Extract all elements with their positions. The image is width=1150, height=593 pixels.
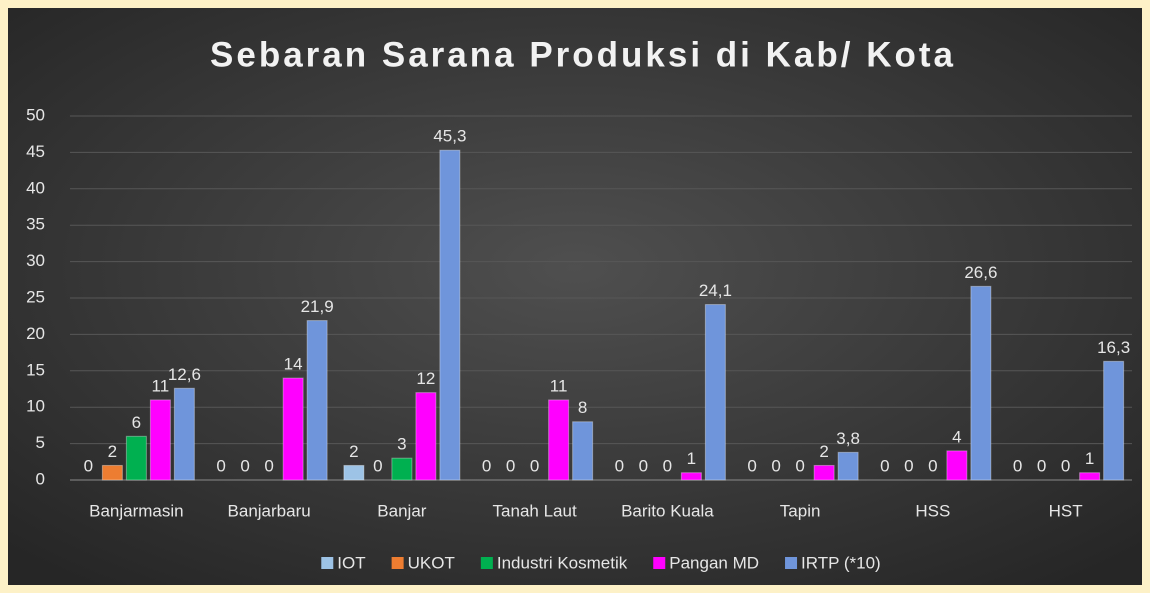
bar xyxy=(173,387,195,481)
bar xyxy=(282,377,304,481)
bar xyxy=(306,320,328,481)
y-tick-label: 0 xyxy=(36,469,45,488)
data-label: 0 xyxy=(506,456,515,475)
legend-label: UKOT xyxy=(408,553,455,572)
bar xyxy=(125,435,147,481)
bar xyxy=(415,392,437,481)
data-label: 11 xyxy=(550,376,568,395)
data-label: 0 xyxy=(530,456,539,475)
bar xyxy=(391,457,413,481)
data-label: 3 xyxy=(397,435,406,454)
bar xyxy=(680,472,702,481)
x-tick-label: Tanah Laut xyxy=(493,501,577,520)
data-label: 0 xyxy=(747,456,756,475)
bar xyxy=(439,149,461,481)
bar xyxy=(1079,472,1101,481)
data-label: 0 xyxy=(373,456,382,475)
data-label: 0 xyxy=(264,456,273,475)
x-tick-label: Banjarmasin xyxy=(89,501,184,520)
bar xyxy=(548,399,570,481)
y-tick-label: 10 xyxy=(26,397,45,416)
data-label: 0 xyxy=(84,456,93,475)
x-tick-label: Banjarbaru xyxy=(228,501,311,520)
data-label: 12,6 xyxy=(168,365,201,384)
chart-title: Sebaran Sarana Produksi di Kab/ Kota xyxy=(210,35,956,74)
chart-panel xyxy=(8,8,1142,585)
data-label: 11 xyxy=(152,376,170,395)
y-tick-label: 45 xyxy=(26,142,45,161)
bar xyxy=(704,304,726,481)
bar xyxy=(946,450,968,481)
y-tick-label: 40 xyxy=(26,178,45,197)
data-label: 26,6 xyxy=(964,263,997,282)
data-label: 0 xyxy=(1061,456,1070,475)
bar xyxy=(837,451,859,481)
x-tick-label: Banjar xyxy=(377,501,426,520)
data-label: 24,1 xyxy=(699,281,732,300)
legend-swatch xyxy=(321,557,334,569)
data-label: 0 xyxy=(880,456,889,475)
data-label: 4 xyxy=(952,427,961,446)
data-label: 0 xyxy=(1037,456,1046,475)
data-label: 8 xyxy=(578,398,587,417)
y-tick-label: 20 xyxy=(26,324,45,343)
data-label: 16,3 xyxy=(1097,338,1130,357)
data-label: 2 xyxy=(819,442,828,461)
data-label: 0 xyxy=(482,456,491,475)
data-label: 2 xyxy=(108,442,117,461)
data-label: 0 xyxy=(663,456,672,475)
data-label: 12 xyxy=(416,369,435,388)
legend-swatch xyxy=(480,557,493,569)
bar xyxy=(101,464,123,481)
y-tick-label: 50 xyxy=(26,105,45,124)
data-label: 1 xyxy=(1085,449,1094,468)
bar xyxy=(970,285,992,481)
data-label: 6 xyxy=(132,413,141,432)
data-label: 0 xyxy=(639,456,648,475)
bar xyxy=(813,464,835,481)
x-tick-label: Barito Kuala xyxy=(621,501,714,520)
y-tick-label: 25 xyxy=(26,287,45,306)
data-label: 0 xyxy=(904,456,913,475)
data-label: 3,8 xyxy=(836,429,860,448)
legend-swatch xyxy=(653,557,666,569)
data-label: 0 xyxy=(615,456,624,475)
data-label: 1 xyxy=(687,449,696,468)
data-label: 0 xyxy=(795,456,804,475)
data-label: 45,3 xyxy=(433,127,466,146)
y-tick-label: 5 xyxy=(36,433,45,452)
y-tick-label: 30 xyxy=(26,251,45,270)
x-tick-label: Tapin xyxy=(780,501,821,520)
legend-label: IRTP (*10) xyxy=(801,553,881,572)
data-label: 21,9 xyxy=(301,297,334,316)
data-label: 0 xyxy=(771,456,780,475)
data-label: 0 xyxy=(240,456,249,475)
data-label: 0 xyxy=(928,456,937,475)
data-label: 14 xyxy=(284,355,303,374)
bar xyxy=(572,421,594,481)
y-tick-label: 15 xyxy=(26,360,45,379)
y-tick-label: 35 xyxy=(26,215,45,234)
legend-label: Pangan MD xyxy=(669,553,759,572)
data-label: 0 xyxy=(216,456,225,475)
bar xyxy=(149,399,171,481)
x-tick-label: HSS xyxy=(915,501,950,520)
legend-swatch xyxy=(391,557,404,569)
data-label: 2 xyxy=(349,442,358,461)
legend-label: IOT xyxy=(337,553,365,572)
data-label: 0 xyxy=(1013,456,1022,475)
bar xyxy=(1103,360,1125,481)
bar xyxy=(343,464,365,481)
x-tick-label: HST xyxy=(1049,501,1083,520)
legend-label: Industri Kosmetik xyxy=(497,553,628,572)
legend-swatch xyxy=(785,557,798,569)
